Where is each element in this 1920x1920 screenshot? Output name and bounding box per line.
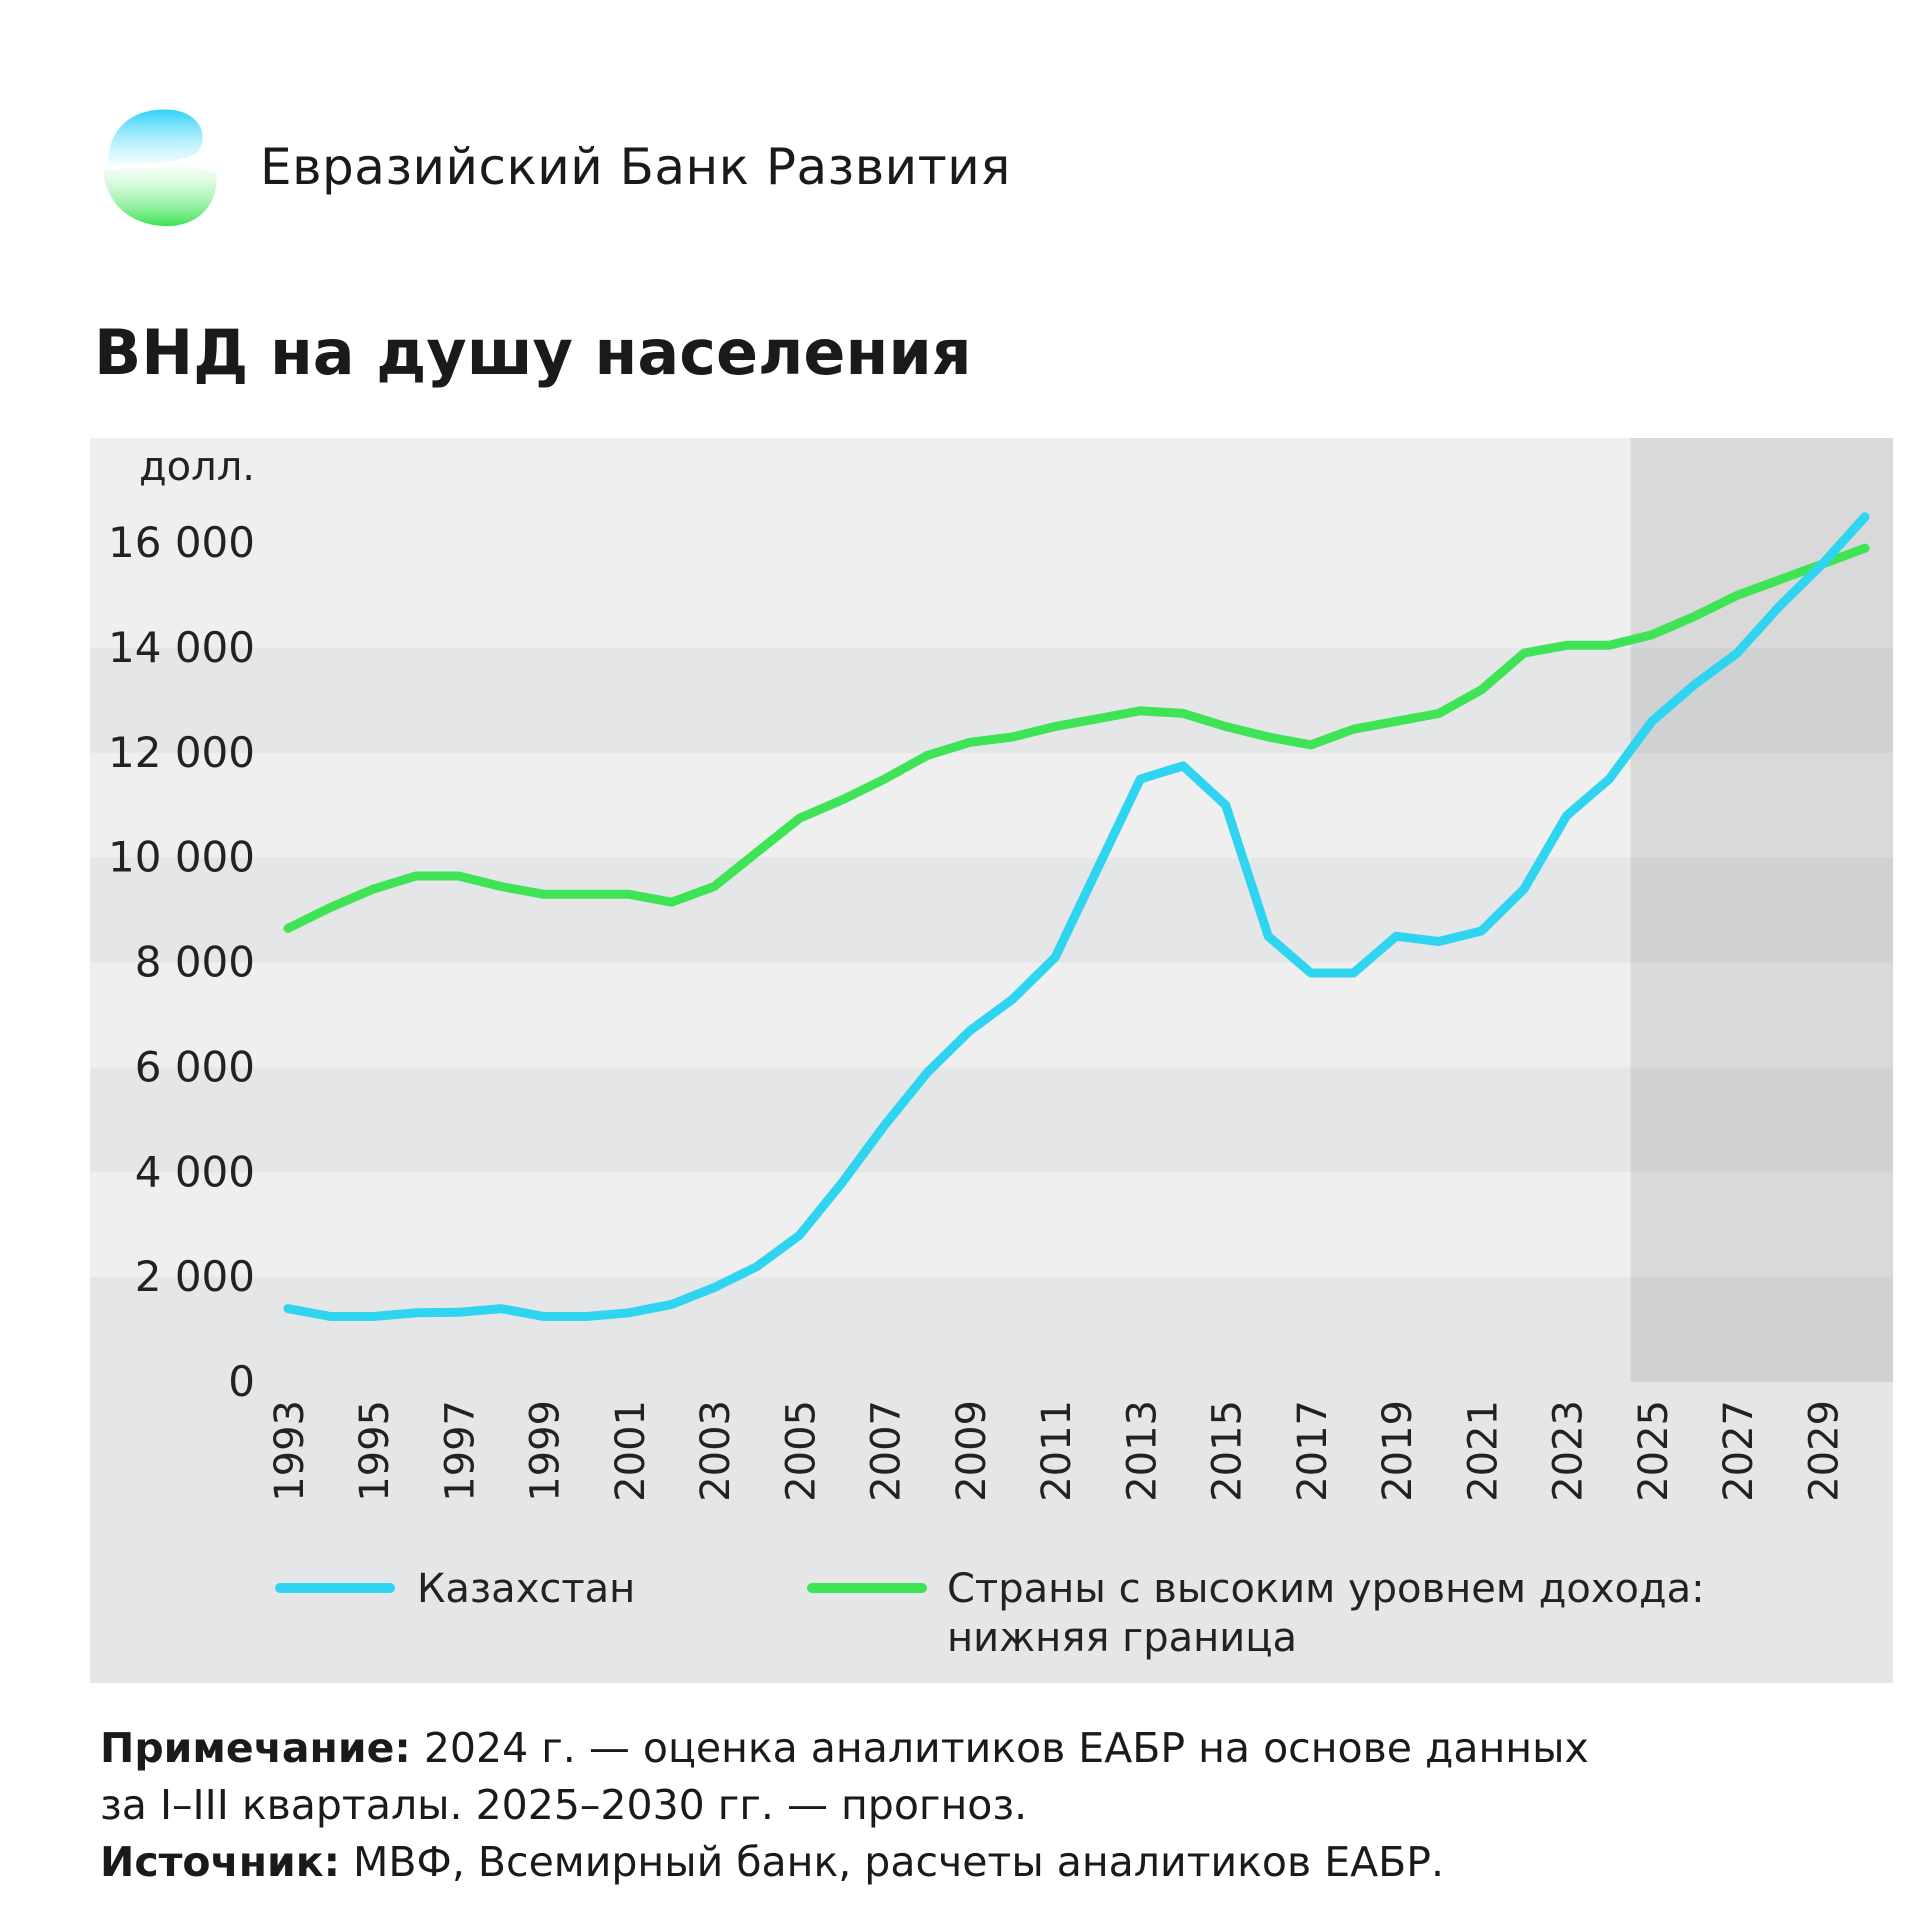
source-text: МВФ, Всемирный банк, расчеты аналитиков …: [353, 1838, 1445, 1886]
x-tick-label: 2023: [1546, 1400, 1592, 1502]
x-tick-label: 2021: [1460, 1400, 1506, 1502]
note-label: Примечание:: [100, 1724, 411, 1772]
y-tick-label: 10 000: [108, 833, 255, 882]
x-tick-label: 2007: [864, 1400, 910, 1502]
y-tick-label: 12 000: [108, 728, 255, 777]
x-tick-label: 1993: [267, 1400, 313, 1502]
y-tick-label: 6 000: [135, 1042, 255, 1091]
x-tick-label: 1999: [523, 1400, 569, 1502]
x-tick-label: 2011: [1034, 1400, 1080, 1502]
y-tick-label: 4 000: [135, 1147, 255, 1196]
x-tick-label: 2027: [1716, 1400, 1762, 1502]
legend-label-kazakhstan: Казахстан: [417, 1566, 635, 1612]
grid-band: [90, 1277, 1893, 1382]
x-tick-label: 2019: [1375, 1400, 1421, 1502]
chart-notes: Примечание: 2024 г. — оценка аналитиков …: [100, 1720, 1589, 1891]
line-chart: долл. 0 2 000 4 000 6 000 8 000 10 000 12 000 14…: [90, 438, 1893, 1683]
eabr-logo: [103, 109, 217, 227]
note-text: 2024 г. — оценка аналитиков ЕАБР на осно…: [423, 1724, 1589, 1772]
legend-label-high-income: Страны с высоким уровнем дохода:: [947, 1566, 1705, 1612]
x-tick-label: 2015: [1205, 1400, 1251, 1502]
x-tick-label: 2029: [1801, 1400, 1847, 1502]
x-tick-label: 2025: [1631, 1400, 1677, 1502]
legend-label-high-income-2: нижняя граница: [947, 1615, 1297, 1661]
chart-panel: долл. 0 2 000 4 000 6 000 8 000 10 000 12 000 14…: [90, 438, 1893, 1683]
forecast-shading: [1630, 438, 1893, 1382]
series-line: [283, 543, 1870, 933]
series-line: [283, 512, 1870, 1321]
x-tick-label: 2001: [608, 1400, 654, 1502]
x-tick-label: 2013: [1119, 1400, 1165, 1502]
x-tick-label: 2005: [778, 1400, 824, 1502]
brand-name: Евразийский Банк Развития: [260, 138, 1011, 196]
y-tick-label: 8 000: [135, 938, 255, 987]
x-tick-label: 2003: [693, 1400, 739, 1502]
y-tick-label: 0: [228, 1357, 255, 1406]
grid-band: [90, 1067, 1893, 1173]
grid-band: [90, 857, 1893, 963]
x-tick-label: 1995: [352, 1400, 398, 1502]
y-tick-label: 14 000: [108, 623, 255, 672]
y-tick-label: 16 000: [108, 518, 255, 567]
source-label: Источник:: [100, 1838, 340, 1886]
x-tick-label: 2017: [1290, 1400, 1336, 1502]
axis-band: [90, 1382, 1893, 1683]
chart-title: ВНД на душу населения: [94, 316, 972, 389]
x-tick-label: 1997: [437, 1400, 483, 1502]
note-text-2: за I–III кварталы. 2025–2030 гг. — прогн…: [100, 1781, 1028, 1829]
y-tick-label: 2 000: [135, 1252, 255, 1301]
x-tick-label: 2009: [949, 1400, 995, 1502]
y-axis-unit: долл.: [139, 444, 255, 490]
